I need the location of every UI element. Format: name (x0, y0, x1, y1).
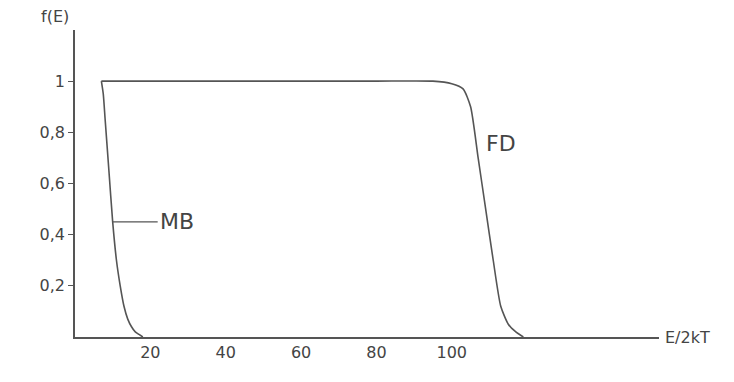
svg-text:FD: FD (486, 131, 516, 156)
svg-text:20: 20 (140, 343, 160, 362)
svg-text:100: 100 (436, 343, 467, 362)
svg-text:MB: MB (160, 209, 194, 234)
svg-text:1: 1 (55, 72, 65, 91)
svg-text:80: 80 (366, 343, 386, 362)
svg-text:f(E): f(E) (41, 7, 69, 26)
svg-text:60: 60 (291, 343, 311, 362)
svg-text:40: 40 (216, 343, 236, 362)
svg-text:E/2kT: E/2kT (665, 328, 710, 347)
svg-text:0,8: 0,8 (40, 123, 65, 142)
svg-text:0,2: 0,2 (40, 276, 65, 295)
svg-text:0,6: 0,6 (40, 174, 65, 193)
svg-text:0,4: 0,4 (40, 225, 65, 244)
